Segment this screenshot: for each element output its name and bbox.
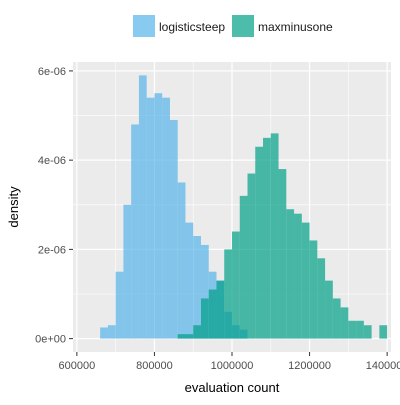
histogram-bar — [154, 93, 163, 339]
histogram-bar — [356, 320, 364, 339]
histogram-bar — [193, 236, 201, 339]
y-tick-label: 0e+00 — [35, 334, 66, 346]
histogram-bar — [294, 213, 302, 339]
x-tick-label: 600000 — [59, 360, 96, 372]
histogram-bar — [332, 298, 341, 339]
histogram-bar — [169, 120, 178, 339]
legend-key-logisticsteep — [133, 15, 155, 37]
x-axis-title: evaluation count — [185, 380, 280, 395]
histogram-bar — [131, 124, 139, 339]
histogram-bar — [123, 204, 132, 339]
histogram-bar — [185, 334, 194, 339]
histogram-bar — [348, 320, 357, 339]
histogram-bar — [309, 240, 318, 339]
y-axis: 0e+00 2e-06 4e-06 6e-06 — [35, 66, 73, 346]
legend-label-maxminusone: maxminusone — [258, 20, 333, 34]
histogram-bar — [177, 334, 186, 339]
histogram-bar — [255, 146, 264, 339]
y-tick-label: 2e-06 — [38, 244, 66, 256]
bars-layer — [100, 75, 388, 339]
histogram-bar — [138, 75, 147, 339]
histogram-bar — [317, 258, 326, 339]
x-tick-label: 800000 — [136, 360, 173, 372]
histogram-bar — [278, 169, 287, 339]
histogram-bar — [232, 231, 240, 339]
histogram-bar — [115, 271, 124, 339]
y-tick-label: 4e-06 — [38, 155, 66, 167]
histogram-bar — [216, 280, 225, 339]
x-tick-label: 1200000 — [288, 360, 331, 372]
y-axis-title: density — [6, 186, 21, 228]
legend-key-maxminusone — [232, 15, 254, 37]
series-maxminusone — [177, 133, 388, 339]
histogram-bar — [193, 325, 201, 339]
histogram-bar — [100, 327, 108, 339]
histogram-bar — [224, 249, 232, 339]
histogram-bar — [239, 195, 248, 339]
histogram-bar — [146, 97, 155, 339]
histogram-bar — [301, 222, 310, 339]
histogram-bar — [247, 173, 256, 339]
histogram-bar — [325, 280, 333, 339]
histogram-bar — [200, 298, 209, 339]
histogram-bar — [177, 182, 186, 339]
y-tick-label: 6e-06 — [38, 66, 66, 78]
legend: logisticsteep maxminusone — [133, 15, 333, 37]
histogram-bar — [208, 289, 217, 339]
histogram-bar — [379, 325, 388, 339]
x-tick-label: 1000000 — [211, 360, 254, 372]
histogram-bar — [286, 209, 295, 339]
histogram-bar — [340, 307, 349, 339]
histogram-bar — [363, 325, 372, 339]
histogram-bar — [270, 133, 279, 339]
legend-label-logisticsteep: logisticsteep — [159, 20, 225, 34]
histogram-bar — [185, 222, 194, 339]
histogram-bar — [263, 137, 271, 339]
histogram-bar — [162, 97, 170, 339]
histogram-bar — [200, 244, 209, 339]
histogram-bar — [107, 325, 116, 339]
